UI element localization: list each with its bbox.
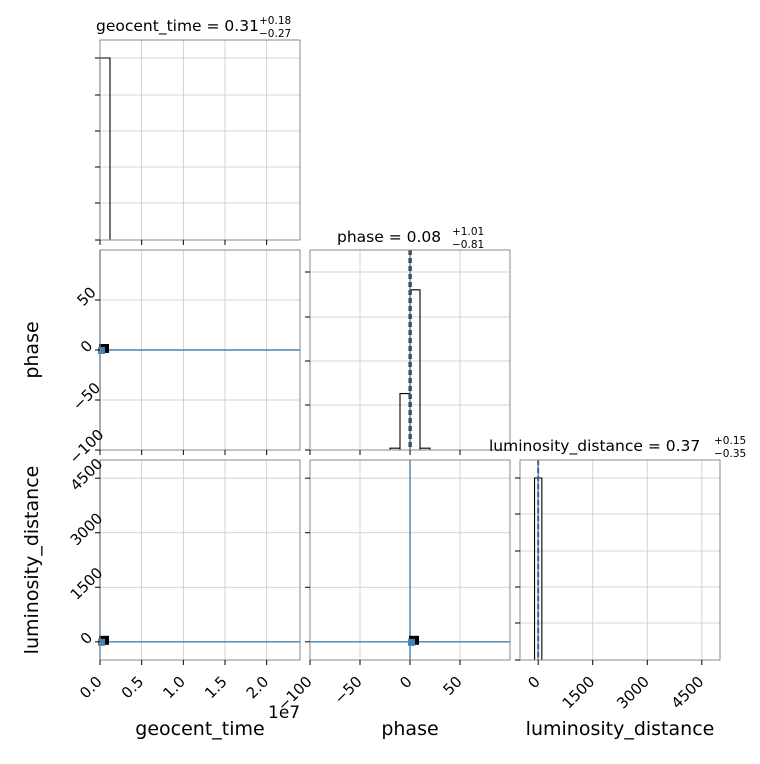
- title-geocent-time-up: +0.18: [259, 15, 291, 27]
- xlabel-geocent-time: geocent_time: [135, 718, 264, 740]
- panel-distance-vs-geocent-time: [98, 459, 301, 665]
- offset-text-geocent-time: 1e7: [268, 703, 300, 723]
- panel-frame: [99, 459, 301, 661]
- x-tick-label: 1.5: [201, 673, 231, 703]
- x-tick-label: −50: [331, 673, 366, 708]
- x-tick-label: 1.0: [159, 673, 189, 703]
- histogram-bar: [389, 289, 431, 450]
- panel-background: [100, 40, 300, 240]
- title-luminosity-distance-down: −0.35: [714, 448, 746, 460]
- truth-marker: [408, 638, 415, 646]
- x-tick-label: 1500: [559, 673, 599, 713]
- panel-distance-vs-phase: [309, 459, 511, 665]
- truth-marker: [98, 347, 105, 354]
- truth-marker: [98, 638, 105, 646]
- x-tick-label: 0.0: [76, 673, 106, 703]
- xlabel-luminosity-distance: luminosity_distance: [526, 718, 715, 740]
- x-tick-label: 0: [524, 673, 543, 692]
- panel-distance-hist: [515, 459, 721, 665]
- title-phase-up: +1.01: [452, 226, 484, 238]
- x-tick-label: 2.0: [243, 673, 273, 703]
- x-tick-label: 0.5: [118, 673, 148, 703]
- panel-geocent-time-hist: [95, 39, 301, 245]
- y-tick-label: −50: [69, 379, 104, 414]
- panel-phase-vs-geocent-time: [98, 249, 301, 455]
- title-geocent-time-down: −0.27: [259, 28, 291, 40]
- x-tick-label: 50: [439, 673, 465, 699]
- panel-frame: [519, 459, 721, 661]
- panel-background: [520, 460, 720, 660]
- x-tick-label: 0: [396, 673, 415, 692]
- ylabel-phase: phase: [21, 321, 43, 378]
- y-tick-label: 0: [77, 629, 96, 648]
- panel-phase-hist: [305, 249, 511, 455]
- title-luminosity-distance-up: +0.15: [714, 435, 746, 447]
- y-tick-label: 0: [77, 337, 96, 356]
- title-phase-down: −0.81: [452, 239, 484, 251]
- x-tick-label: 3000: [613, 673, 653, 713]
- y-tick-label: 50: [73, 283, 99, 309]
- title-phase: phase = 0.08: [337, 228, 441, 246]
- title-geocent-time: geocent_time = 0.31: [96, 17, 259, 36]
- panel-frame: [99, 39, 301, 241]
- panel-background: [100, 460, 300, 660]
- xlabel-phase: phase: [381, 718, 438, 740]
- ylabel-luminosity-distance: luminosity_distance: [21, 466, 43, 655]
- x-tick-label: 4500: [668, 673, 708, 713]
- title-luminosity-distance: luminosity_distance = 0.37: [489, 437, 700, 456]
